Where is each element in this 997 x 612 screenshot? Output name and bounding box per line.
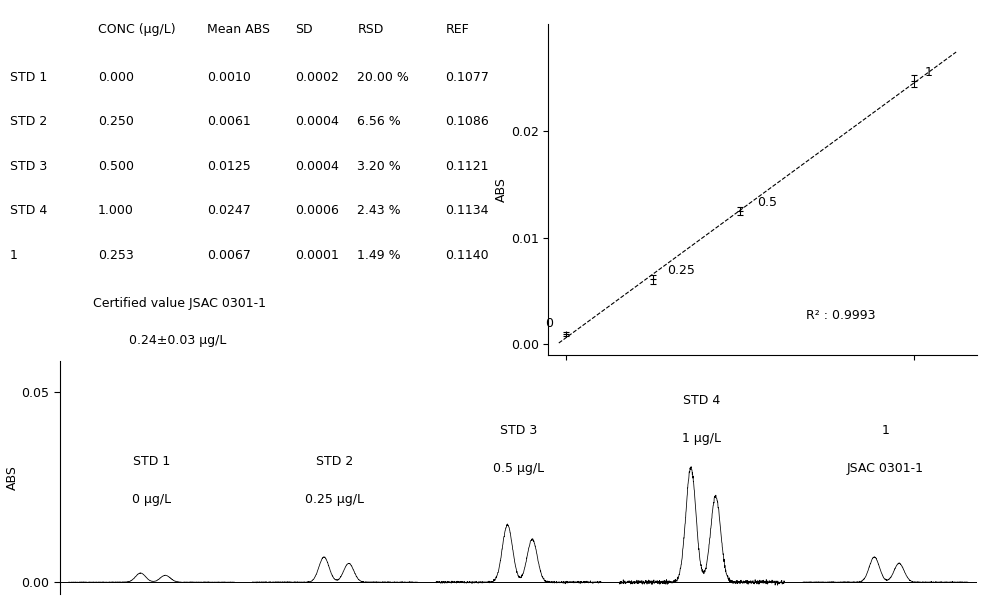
Text: 0.5: 0.5: [758, 196, 778, 209]
Text: STD 1: STD 1: [10, 70, 47, 83]
Text: RSD: RSD: [357, 23, 384, 35]
Text: SD: SD: [295, 23, 313, 35]
Text: 0.0061: 0.0061: [207, 115, 250, 128]
Text: 0.5 μg/L: 0.5 μg/L: [493, 463, 544, 476]
Text: 0.0001: 0.0001: [295, 248, 339, 262]
Text: STD 2: STD 2: [10, 115, 47, 128]
Text: 0.1134: 0.1134: [446, 204, 489, 217]
Text: 0.0004: 0.0004: [295, 160, 339, 173]
Text: Mean ABS: Mean ABS: [207, 23, 270, 35]
Text: 0.0010: 0.0010: [207, 70, 251, 83]
Text: R² : 0.9993: R² : 0.9993: [806, 309, 875, 322]
Text: 0.253: 0.253: [98, 248, 134, 262]
Text: REF: REF: [446, 23, 470, 35]
Text: 6.56 %: 6.56 %: [357, 115, 401, 128]
Text: 1: 1: [881, 424, 889, 438]
Text: 1: 1: [925, 66, 932, 79]
Text: 0 μg/L: 0 μg/L: [132, 493, 171, 506]
Text: 0.25: 0.25: [667, 264, 695, 277]
Text: 0.0247: 0.0247: [207, 204, 250, 217]
Text: 0.500: 0.500: [98, 160, 135, 173]
Y-axis label: ABS: ABS: [6, 465, 19, 490]
Text: 3.20 %: 3.20 %: [357, 160, 401, 173]
Text: STD 3: STD 3: [499, 424, 537, 438]
Text: 0.24±0.03 μg/L: 0.24±0.03 μg/L: [130, 334, 226, 348]
Text: 0.1077: 0.1077: [446, 70, 490, 83]
Text: 0.1140: 0.1140: [446, 248, 490, 262]
Text: JSAC 0301-1: JSAC 0301-1: [846, 463, 924, 476]
Text: 0.1086: 0.1086: [446, 115, 490, 128]
Text: STD 2: STD 2: [316, 455, 354, 468]
Text: CONC (μg/L): CONC (μg/L): [98, 23, 175, 35]
Text: 0.0002: 0.0002: [295, 70, 339, 83]
Text: 0: 0: [545, 318, 553, 330]
Text: 0.0125: 0.0125: [207, 160, 250, 173]
Text: 20.00 %: 20.00 %: [357, 70, 409, 83]
Text: STD 4: STD 4: [10, 204, 47, 217]
Text: 1: 1: [10, 248, 18, 262]
Text: 0.000: 0.000: [98, 70, 135, 83]
X-axis label: CONC (μg/L): CONC (μg/L): [724, 381, 802, 394]
Text: 0.0067: 0.0067: [207, 248, 251, 262]
Text: STD 3: STD 3: [10, 160, 47, 173]
Text: 1 μg/L: 1 μg/L: [682, 432, 722, 445]
Text: 2.43 %: 2.43 %: [357, 204, 401, 217]
Y-axis label: ABS: ABS: [495, 177, 507, 202]
Text: 0.1121: 0.1121: [446, 160, 489, 173]
Text: 1.49 %: 1.49 %: [357, 248, 401, 262]
Text: STD 4: STD 4: [683, 394, 721, 407]
Text: 0.250: 0.250: [98, 115, 134, 128]
Text: 0.0004: 0.0004: [295, 115, 339, 128]
Text: Certified value JSAC 0301-1: Certified value JSAC 0301-1: [93, 297, 266, 310]
Text: 0.0006: 0.0006: [295, 204, 339, 217]
Text: 0.25 μg/L: 0.25 μg/L: [305, 493, 365, 506]
Text: 1.000: 1.000: [98, 204, 134, 217]
Text: STD 1: STD 1: [133, 455, 170, 468]
